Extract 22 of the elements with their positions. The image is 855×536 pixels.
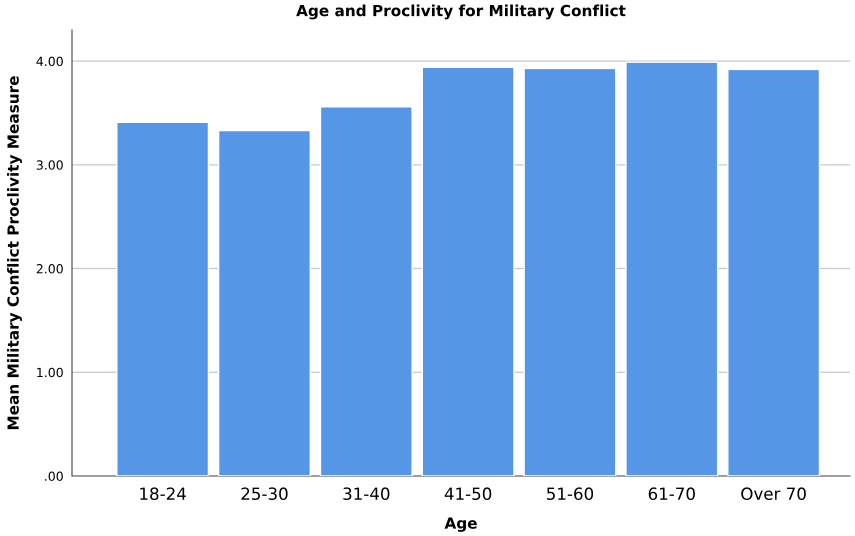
bar (116, 122, 210, 476)
bar (625, 61, 718, 476)
x-tick-label: 61-70 (648, 487, 695, 500)
x-tick-label: 31-40 (343, 487, 390, 500)
bar (422, 66, 515, 476)
x-tick-label: 51-60 (547, 487, 594, 500)
x-tick-label: 25-30 (241, 487, 288, 500)
y-tick-label: 3.00 (36, 160, 63, 170)
bar (727, 68, 820, 476)
y-tick-label: 4.00 (36, 56, 63, 66)
x-axis-title: Age (444, 517, 477, 532)
bar (218, 130, 311, 476)
x-tick-label: Over 70 (741, 487, 806, 500)
y-tick-label: 1.00 (37, 368, 63, 378)
bar (320, 106, 413, 476)
y-tick-label: 2.00 (36, 264, 63, 274)
bar (523, 68, 616, 476)
x-tick-label: 18-24 (140, 487, 186, 500)
y-tick-label: .00 (45, 471, 63, 481)
chart-title: Age and Proclivity for Military Conflict (296, 4, 626, 20)
x-tick-label: 41-50 (444, 487, 492, 500)
y-axis-title: Mean Military Conflict Proclivity Measure (7, 76, 22, 430)
